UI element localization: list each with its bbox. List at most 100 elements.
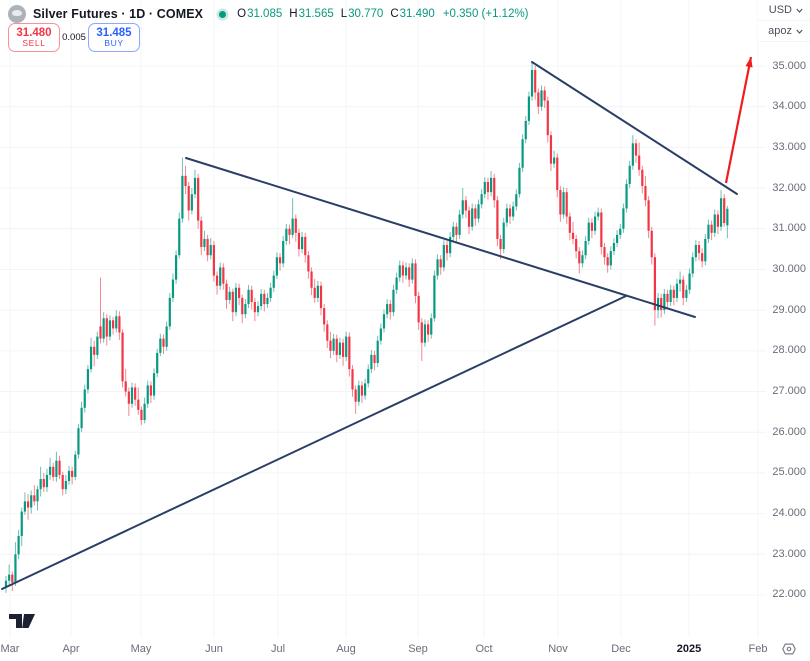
- candle-body: [616, 234, 619, 244]
- candle-body: [184, 175, 187, 187]
- candle-body: [449, 236, 452, 254]
- candle-body: [297, 232, 301, 250]
- sell-button[interactable]: 31.480 SELL: [8, 23, 60, 52]
- candle-body: [423, 324, 427, 343]
- low-label: L: [340, 8, 348, 20]
- candle-body: [716, 214, 719, 227]
- candle-body: [130, 387, 134, 404]
- candle-body: [137, 399, 140, 410]
- candle-body: [200, 220, 203, 248]
- candle-body: [644, 186, 647, 201]
- price-tick-label: 28.000: [772, 344, 806, 357]
- candle-body: [20, 511, 23, 536]
- price-tick-label: 32.000: [772, 181, 806, 194]
- candle-body: [197, 177, 200, 221]
- price-tick-label: 29.000: [772, 303, 806, 316]
- candle-body: [354, 389, 357, 402]
- candle-body: [219, 267, 222, 286]
- grid: [0, 0, 766, 637]
- price-chart-canvas[interactable]: [0, 0, 766, 637]
- time-tick-label: Dec: [611, 643, 631, 655]
- candle-body: [124, 381, 127, 392]
- candle-body: [691, 257, 694, 274]
- candle-body: [11, 574, 14, 583]
- order-panel: 31.480 SELL 0.005 31.485 BUY: [8, 23, 140, 52]
- unit-dropdown[interactable]: apoz: [758, 21, 810, 42]
- ohlc-values: O 31.085 H 31.565 L 30.770 C 31.490 +0.350 (…: [237, 8, 528, 20]
- buy-price: 31.485: [96, 27, 132, 39]
- price-tick-label: 25.000: [772, 466, 806, 479]
- sell-label: SELL: [22, 38, 46, 49]
- candle-body: [263, 293, 266, 305]
- candle-body: [609, 251, 612, 266]
- candle-body: [634, 143, 638, 156]
- price-tick-label: 33.000: [772, 140, 806, 153]
- tradingview-logo[interactable]: [8, 612, 36, 630]
- candle-body: [357, 385, 360, 402]
- candle-body: [707, 224, 710, 239]
- candle-body: [149, 385, 152, 396]
- candle-body: [395, 277, 398, 290]
- candle-body: [146, 385, 149, 404]
- candle-body: [546, 100, 549, 136]
- candle-body: [726, 208, 729, 226]
- candle-body: [190, 194, 193, 211]
- resistance-trendline-oct[interactable]: [531, 61, 738, 195]
- candle-body: [156, 352, 159, 374]
- candle-body: [118, 316, 121, 333]
- time-tick-label: 2025: [676, 643, 702, 655]
- candle-body: [719, 198, 723, 227]
- candle-body: [486, 181, 490, 193]
- candle-body: [55, 460, 58, 477]
- candle-body: [222, 267, 225, 284]
- resistance-trendline-may[interactable]: [185, 157, 696, 318]
- candle-body: [562, 192, 565, 215]
- candle-body: [490, 177, 493, 193]
- candle-body: [238, 287, 241, 298]
- candle-body: [530, 70, 534, 97]
- projection-arrow[interactable]: [724, 56, 753, 184]
- candle-body: [477, 204, 480, 219]
- candle-body: [278, 257, 282, 264]
- symbol-title[interactable]: Silver Futures · 1D · COMEX: [33, 7, 204, 21]
- candle-body: [376, 340, 379, 364]
- candle-body: [713, 214, 716, 233]
- support-trendline-ascending[interactable]: [1, 295, 627, 590]
- candle-body: [512, 206, 515, 217]
- candle-body: [631, 143, 634, 166]
- candle-body: [313, 287, 316, 298]
- time-axis[interactable]: Mar Apr May Jun Jul Aug Sep Oct Nov Dec 2025 Feb: [0, 637, 810, 661]
- candle-body: [209, 245, 212, 256]
- chevron-down-icon: [796, 8, 803, 13]
- candle-body: [386, 304, 389, 315]
- unit-label: apoz: [768, 25, 792, 37]
- price-axis[interactable]: 35.000 34.000 33.000 32.000 31.000 30.000 29.0…: [752, 0, 810, 637]
- settings-icon[interactable]: [781, 641, 797, 657]
- candle-body: [496, 200, 499, 239]
- candle-body: [420, 322, 423, 343]
- candle-body: [666, 293, 669, 303]
- candle-body: [272, 275, 275, 288]
- candle-body: [433, 275, 436, 319]
- buy-button[interactable]: 31.485 BUY: [88, 23, 140, 52]
- candle-body: [653, 257, 656, 311]
- candle-body: [301, 236, 304, 250]
- candle-body: [439, 259, 442, 268]
- candle-body: [316, 285, 319, 298]
- candle-body: [23, 501, 26, 512]
- candle-body: [389, 304, 392, 313]
- candle-body: [193, 177, 197, 195]
- candle-body: [4, 580, 8, 587]
- candle-body: [8, 574, 11, 581]
- candle-body: [521, 139, 524, 168]
- candle-body: [723, 198, 726, 224]
- candle-body: [660, 297, 663, 311]
- candle-body: [67, 470, 71, 482]
- chevron-down-icon: [796, 29, 803, 34]
- currency-dropdown[interactable]: USD: [758, 0, 810, 21]
- candles-series: [4, 61, 729, 593]
- time-tick-label: Apr: [62, 643, 80, 655]
- candle-body: [310, 271, 313, 288]
- candle-body: [461, 200, 464, 215]
- candle-body: [697, 245, 701, 254]
